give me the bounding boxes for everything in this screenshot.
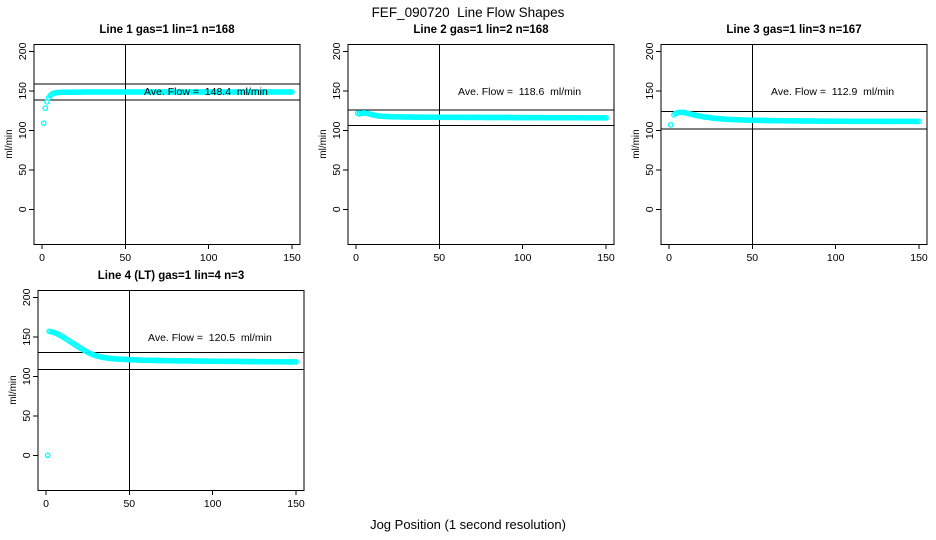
svg-text:50: 50 [123, 498, 135, 510]
svg-text:100: 100 [514, 252, 532, 264]
plot-line-1: Line 1 gas=1 lin=1 n=168 ml/min 0 50 100 15… [0, 18, 338, 274]
plot-line-4-ave-flow-annotation: Ave. Flow = 120.5 ml/min [148, 332, 272, 344]
svg-text:50: 50 [119, 252, 131, 264]
svg-text:100: 100 [21, 367, 33, 385]
svg-text:100: 100 [644, 121, 656, 139]
svg-text:150: 150 [17, 82, 29, 100]
plot-line-3: Line 3 gas=1 lin=3 n=167 ml/min 0 50 100 15… [625, 18, 936, 274]
plot-line-1-ave-flow-annotation: Ave. Flow = 148.4 ml/min [144, 86, 268, 98]
svg-text:100: 100 [200, 252, 218, 264]
svg-text:50: 50 [331, 164, 343, 176]
svg-text:0: 0 [644, 206, 656, 212]
plot-line-2-title: Line 2 gas=1 lin=2 n=168 [413, 24, 549, 36]
svg-text:150: 150 [287, 498, 305, 510]
svg-text:100: 100 [331, 121, 343, 139]
plot-line-2-canvas: 0 50 100 150 200 0 50 100 150 [331, 42, 615, 264]
svg-text:50: 50 [21, 410, 33, 422]
svg-text:150: 150 [331, 82, 343, 100]
svg-text:150: 150 [644, 82, 656, 100]
plot-line-4: Line 4 (LT) gas=1 lin=4 n=3 ml/min 0 50 10… [2, 264, 342, 520]
svg-text:50: 50 [17, 164, 29, 176]
svg-text:100: 100 [204, 498, 222, 510]
x-axis-label: Jog Position (1 second resolution) [370, 517, 566, 532]
figure-title: FEF_090720 Line Flow Shapes [371, 5, 565, 20]
plot-line-1-canvas: 0 50 100 150 200 0 50 100 150 [17, 42, 301, 264]
svg-text:150: 150 [21, 328, 33, 346]
svg-text:50: 50 [644, 164, 656, 176]
svg-text:200: 200 [17, 42, 29, 60]
svg-text:200: 200 [644, 42, 656, 60]
svg-text:0: 0 [43, 498, 49, 510]
plot-line-3-canvas: 0 50 100 150 200 0 50 100 150 [644, 42, 928, 264]
plot-line-1-title: Line 1 gas=1 lin=1 n=168 [99, 24, 235, 36]
svg-text:100: 100 [827, 252, 845, 264]
svg-text:200: 200 [21, 288, 33, 306]
svg-text:150: 150 [597, 252, 615, 264]
svg-text:50: 50 [433, 252, 445, 264]
svg-text:0: 0 [666, 252, 672, 264]
svg-text:100: 100 [17, 121, 29, 139]
plot-line-3-ave-flow-annotation: Ave. Flow = 112.9 ml/min [771, 86, 895, 98]
plot-line-2: Line 2 gas=1 lin=2 n=168 ml/min 0 50 100 15… [312, 18, 652, 274]
plot-line-3-title: Line 3 gas=1 lin=3 n=167 [726, 24, 862, 36]
svg-text:0: 0 [353, 252, 359, 264]
svg-text:50: 50 [746, 252, 758, 264]
plot-line-4-canvas: 0 50 100 150 200 0 50 100 150 [21, 288, 305, 510]
svg-text:0: 0 [39, 252, 45, 264]
plot-line-4-title: Line 4 (LT) gas=1 lin=4 n=3 [97, 270, 245, 282]
plot-line-2-ave-flow-annotation: Ave. Flow = 118.6 ml/min [458, 86, 582, 98]
svg-text:200: 200 [331, 42, 343, 60]
svg-text:150: 150 [910, 252, 928, 264]
svg-text:150: 150 [283, 252, 301, 264]
svg-text:0: 0 [21, 452, 33, 458]
svg-text:0: 0 [17, 206, 29, 212]
svg-text:0: 0 [331, 206, 343, 212]
